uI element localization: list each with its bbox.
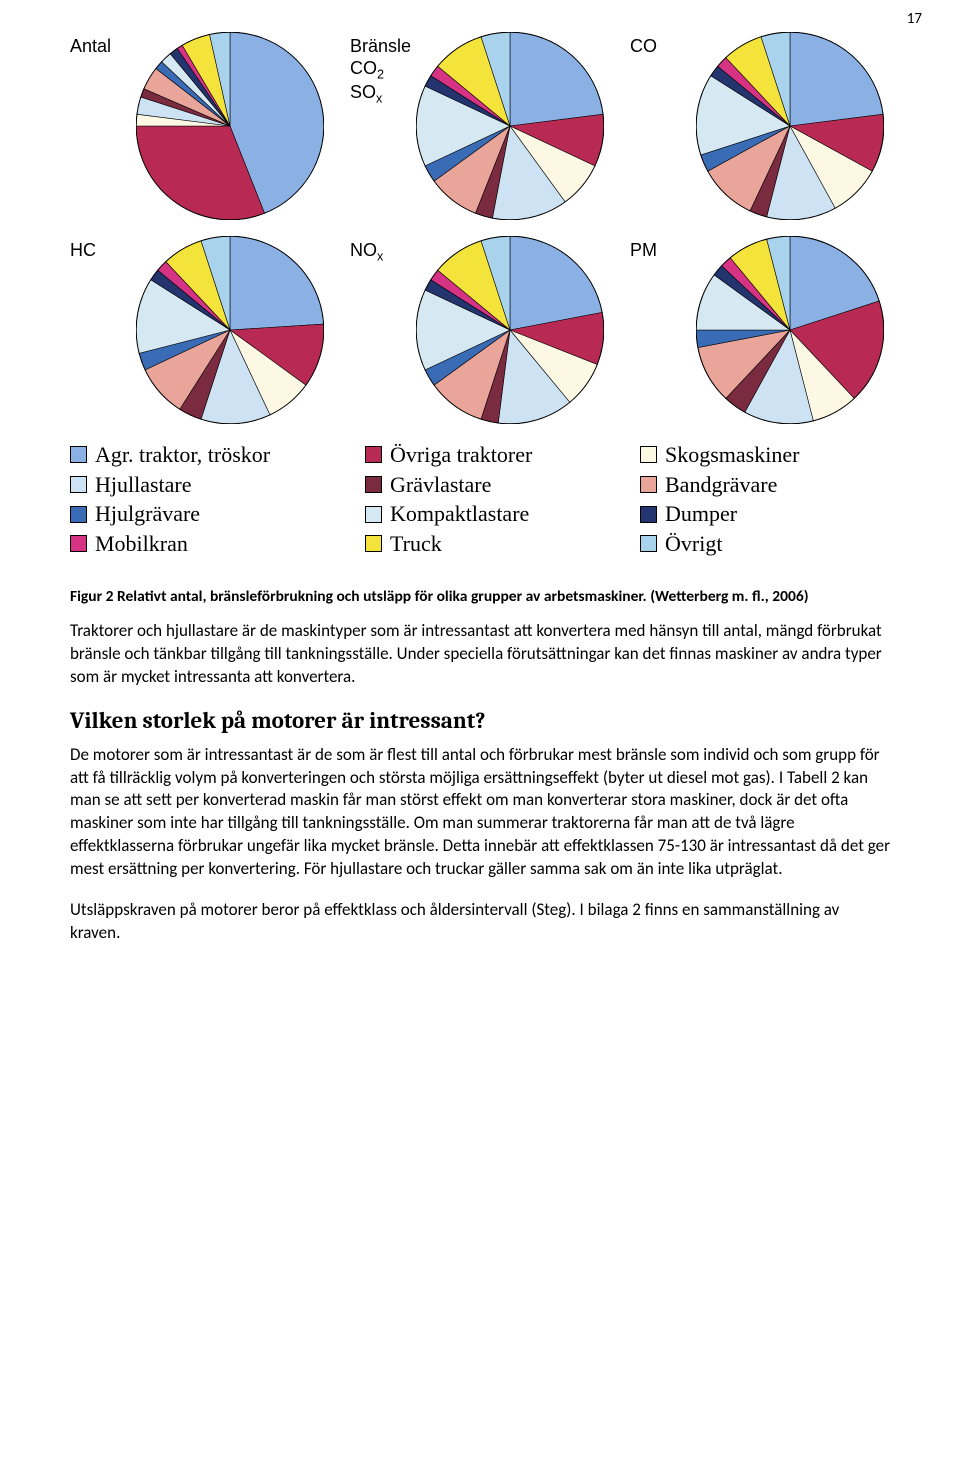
pie-chart: HC: [70, 236, 330, 424]
legend-swatch: [70, 535, 87, 552]
legend-label: Mobilkran: [95, 529, 188, 559]
paragraph-footer: Utsläppskraven på motorer beror på effek…: [70, 899, 890, 945]
pie-label: CO: [630, 32, 688, 58]
legend-swatch: [640, 506, 657, 523]
section-heading: Vilken storlek på motorer är intressant?: [70, 707, 890, 734]
legend-label: Truck: [390, 529, 442, 559]
legend-item: Hjulgrävare: [70, 499, 365, 529]
pie-chart: BränsleCO2SOx: [350, 32, 610, 220]
pie-label: Antal: [70, 32, 128, 58]
pie-label: HC: [70, 236, 128, 262]
legend-label: Övrigt: [665, 529, 722, 559]
legend-item: Skogsmaskiner: [640, 440, 890, 470]
legend-item: Hjullastare: [70, 470, 365, 500]
legend-label: Hjulgrävare: [95, 499, 200, 529]
legend-item: Mobilkran: [70, 529, 365, 559]
legend-swatch: [365, 476, 382, 493]
legend-label: Kompaktlastare: [390, 499, 529, 529]
pie-legend: Agr. traktor, tröskor Övriga traktorer Sko…: [70, 440, 890, 559]
legend-label: Skogsmaskiner: [665, 440, 799, 470]
legend-swatch: [640, 446, 657, 463]
pie-chart: Antal: [70, 32, 330, 220]
legend-item: Agr. traktor, tröskor: [70, 440, 365, 470]
figure-caption: Figur 2 Relativt antal, bränsleförbrukni…: [70, 587, 890, 606]
legend-label: Dumper: [665, 499, 737, 529]
legend-item: Grävlastare: [365, 470, 640, 500]
legend-label: Hjullastare: [95, 470, 192, 500]
legend-swatch: [365, 506, 382, 523]
legend-swatch: [70, 506, 87, 523]
legend-swatch: [640, 476, 657, 493]
paragraph-intro: Traktorer och hjullastare är de maskinty…: [70, 620, 890, 689]
legend-swatch: [365, 446, 382, 463]
paragraph-body: De motorer som är intressantast är de so…: [70, 744, 890, 882]
legend-swatch: [640, 535, 657, 552]
pie-label: PM: [630, 236, 688, 262]
pie-label: BränsleCO2SOx: [350, 32, 408, 107]
legend-label: Bandgrävare: [665, 470, 777, 500]
legend-item: Övrigt: [640, 529, 890, 559]
legend-label: Övriga traktorer: [390, 440, 532, 470]
legend-swatch: [70, 476, 87, 493]
page-number: 17: [907, 10, 922, 28]
legend-swatch: [70, 446, 87, 463]
legend-item: Truck: [365, 529, 640, 559]
pie-chart: PM: [630, 236, 890, 424]
pie-chart: CO: [630, 32, 890, 220]
legend-item: Kompaktlastare: [365, 499, 640, 529]
legend-item: Bandgrävare: [640, 470, 890, 500]
legend-swatch: [365, 535, 382, 552]
legend-item: Dumper: [640, 499, 890, 529]
pie-chart-grid: Antal BränsleCO2SOx CO HC NOx PM: [70, 32, 890, 424]
legend-label: Agr. traktor, tröskor: [95, 440, 270, 470]
pie-chart: NOx: [350, 236, 610, 424]
pie-label: NOx: [350, 236, 408, 265]
legend-label: Grävlastare: [390, 470, 491, 500]
legend-item: Övriga traktorer: [365, 440, 640, 470]
